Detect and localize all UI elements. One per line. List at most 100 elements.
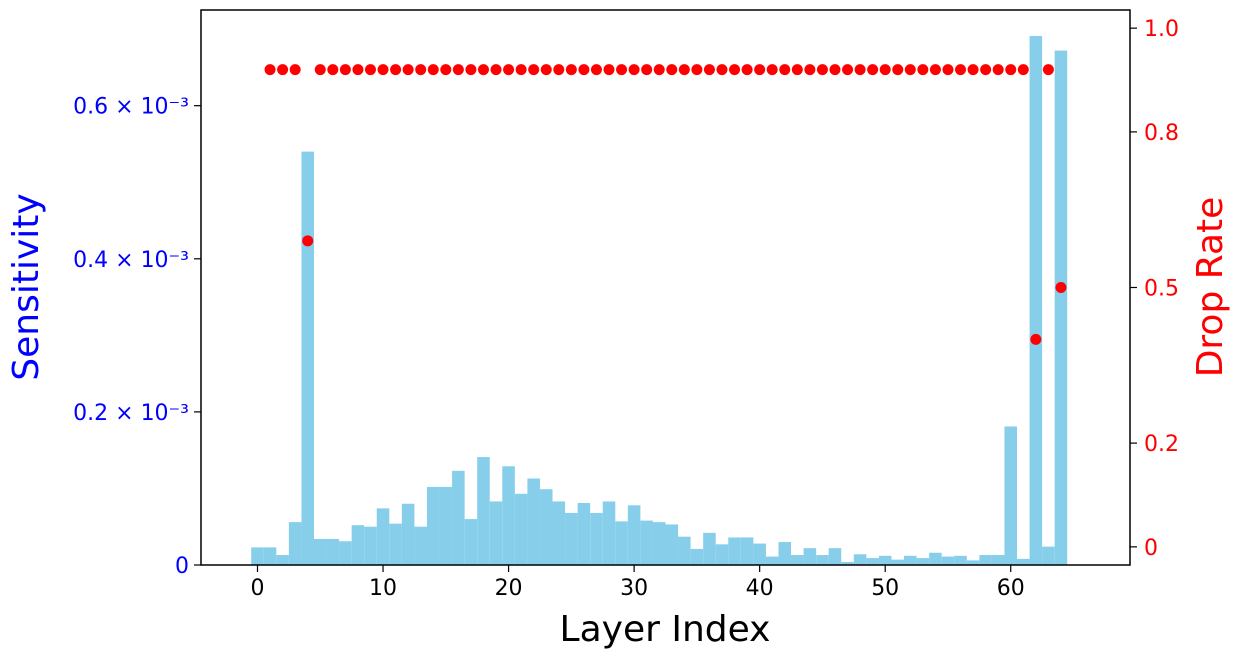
sensitivity-bar — [740, 537, 754, 565]
drop-rate-point — [791, 64, 803, 76]
sensitivity-bar — [577, 502, 591, 565]
sensitivity-bar — [539, 489, 553, 565]
sensitivity-bar — [251, 547, 264, 565]
sensitivity-bar — [602, 501, 616, 565]
sensitivity-bar — [364, 526, 377, 565]
drop-rate-point — [364, 64, 376, 76]
sensitivity-bar — [489, 501, 503, 565]
sensitivity-bar — [326, 538, 340, 565]
drop-rate-point — [515, 64, 527, 76]
drop-rate-point — [352, 64, 364, 76]
drop-rate-point — [929, 64, 941, 76]
sensitivity-bar — [991, 555, 1005, 565]
sensitivity-bar — [715, 544, 729, 565]
drop-rate-point — [628, 64, 640, 76]
drop-rate-point — [804, 64, 816, 76]
y-left-tick-label: 0.6 × 10⁻³ — [73, 95, 189, 120]
drop-rate-point — [440, 64, 452, 76]
sensitivity-bar — [929, 552, 942, 565]
sensitivity-bar — [301, 151, 314, 565]
y-left-tick-label: 0.4 × 10⁻³ — [73, 248, 189, 273]
drop-rate-point — [540, 64, 552, 76]
drop-rate-point — [402, 64, 414, 76]
sensitivity-bar — [891, 559, 905, 565]
sensitivity-bar — [941, 556, 955, 565]
sensitivity-bar — [263, 547, 277, 565]
drop-rate-point — [829, 64, 841, 76]
drop-rate-point — [766, 64, 778, 76]
drop-rate-point — [691, 64, 703, 76]
sensitivity-bar — [313, 538, 327, 565]
drop-rate-point — [553, 64, 565, 76]
drop-rate-point — [339, 64, 351, 76]
sensitivity-bar — [791, 555, 804, 565]
sensitivity-bar — [954, 555, 967, 565]
sensitivity-bar — [1054, 50, 1068, 565]
x-axis-title: Layer Index — [560, 609, 771, 650]
sensitivity-bar — [401, 503, 415, 565]
y-left-axis-title: Sensitivity — [6, 193, 47, 380]
sensitivity-bar — [414, 526, 427, 565]
drop-rate-points — [264, 64, 1067, 345]
x-tick-label: 20 — [495, 576, 523, 601]
drop-rate-point — [565, 64, 577, 76]
sensitivity-bar — [1042, 546, 1055, 565]
sensitivity-bar — [1004, 426, 1018, 565]
drop-rate-point — [917, 64, 929, 76]
drop-rate-point — [980, 64, 992, 76]
drop-rate-point — [314, 64, 326, 76]
drop-rate-point — [955, 64, 967, 76]
drop-rate-point — [264, 64, 276, 76]
drop-rate-point — [603, 64, 615, 76]
sensitivity-bar — [703, 532, 716, 565]
sensitivity-bar — [288, 522, 302, 565]
sensitivity-bar — [1017, 558, 1030, 565]
sensitivity-bar — [652, 522, 666, 565]
y-right-tick-label: 1.0 — [1144, 17, 1179, 42]
sensitivity-bar — [339, 541, 352, 565]
sensitivity-bar — [778, 542, 792, 565]
sensitivity-bar — [552, 501, 566, 565]
drop-rate-point — [729, 64, 741, 76]
sensitivity-bar — [678, 536, 691, 565]
sensitivity-bar — [753, 543, 766, 565]
sensitivity-bar — [1029, 36, 1043, 565]
drop-rate-point — [1055, 282, 1067, 293]
sensitivity-bar — [853, 554, 867, 565]
y-left-tick-label: 0.2 × 10⁻³ — [73, 401, 189, 426]
x-tick-label: 10 — [369, 576, 397, 601]
drop-rate-point — [892, 64, 904, 76]
y-left-tick-label: 0 — [175, 554, 189, 579]
drop-rate-point — [779, 64, 791, 76]
y-right-tick-label: 0.5 — [1144, 277, 1179, 302]
sensitivity-bar — [376, 508, 390, 565]
x-tick-label: 50 — [871, 576, 899, 601]
drop-rate-point — [942, 64, 954, 76]
sensitivity-bar — [690, 548, 704, 565]
x-tick-label: 0 — [250, 576, 264, 601]
drop-rate-point — [716, 64, 728, 76]
sensitivity-bar — [816, 555, 829, 565]
sensitivity-bar — [728, 537, 741, 565]
sensitivity-bars — [251, 36, 1068, 565]
sensitivity-bar — [439, 486, 453, 565]
sensitivity-bar — [866, 558, 879, 565]
drop-rate-point — [854, 64, 866, 76]
drop-rate-point — [678, 64, 690, 76]
drop-rate-point — [578, 64, 590, 76]
drop-rate-point — [390, 64, 402, 76]
drop-rate-point — [992, 64, 1004, 76]
sensitivity-bar — [565, 512, 578, 565]
sensitivity-bar — [841, 561, 854, 565]
sensitivity-bar — [527, 478, 540, 565]
drop-rate-point — [641, 64, 653, 76]
sensitivity-bar — [828, 548, 842, 565]
sensitivity-bar — [615, 521, 628, 565]
sensitivity-bar — [514, 493, 528, 565]
sensitivity-bar — [276, 555, 289, 565]
sensitivity-bar — [477, 457, 490, 565]
sensitivity-bar — [502, 466, 515, 565]
sensitivity-bar — [765, 556, 779, 565]
drop-rate-point — [277, 64, 289, 76]
